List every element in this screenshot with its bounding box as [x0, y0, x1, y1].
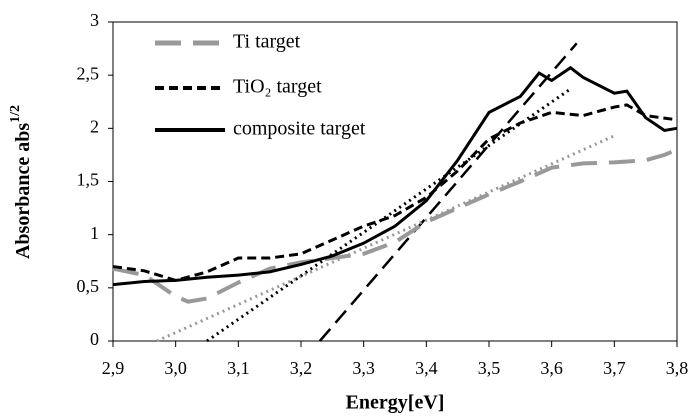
x-tick-label: 3,3 — [352, 358, 375, 378]
x-tick-label: 3,0 — [164, 358, 187, 378]
fit-line — [206, 87, 572, 343]
legend-label: Ti target — [233, 31, 301, 53]
y-tick-label: 2,5 — [77, 63, 100, 83]
fit-line — [318, 42, 578, 342]
y-tick-label: 1 — [90, 223, 99, 243]
x-axis-title: Energy[eV] — [346, 392, 445, 414]
y-axis-title: Absorbance abs1/2 — [8, 105, 33, 259]
legend-label: TiO₂ target — [233, 76, 322, 98]
fit-line — [156, 134, 615, 343]
y-tick-label: 3 — [90, 10, 99, 30]
y-axis-title-main: Absorbance abs — [12, 123, 34, 259]
x-tick-label: 3,5 — [478, 358, 501, 378]
x-tick-label: 3,1 — [227, 358, 250, 378]
x-tick-label: 3,8 — [666, 358, 688, 378]
y-axis-title-sup: 1/2 — [8, 105, 23, 123]
x-tick-label: 3,7 — [603, 358, 626, 378]
y-tick-label: 1,5 — [77, 170, 100, 190]
x-tick-label: 3,2 — [290, 358, 313, 378]
series-line — [112, 147, 678, 304]
plot-frame — [112, 21, 678, 342]
y-tick-label: 0,5 — [77, 276, 100, 296]
y-tick-label: 2 — [90, 116, 99, 136]
y-tick-label: 0 — [90, 329, 99, 349]
legend-label: composite target — [233, 118, 366, 140]
x-tick-label: 2,9 — [102, 358, 125, 378]
series-line — [112, 103, 678, 282]
series-line — [112, 65, 678, 287]
x-tick-label: 3,4 — [415, 358, 438, 378]
x-tick-label: 3,6 — [540, 358, 563, 378]
